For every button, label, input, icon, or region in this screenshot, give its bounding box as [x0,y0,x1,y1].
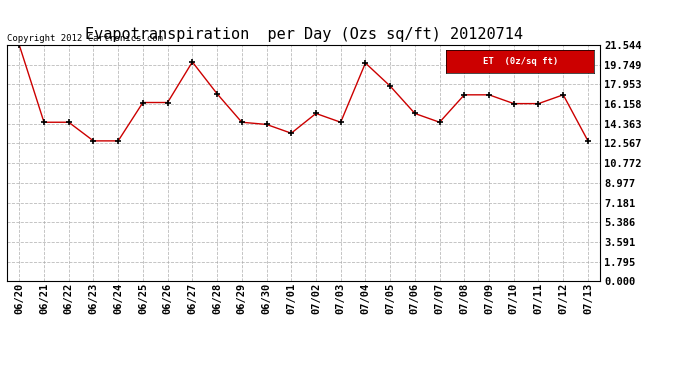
Title: Evapotranspiration  per Day (Ozs sq/ft) 20120714: Evapotranspiration per Day (Ozs sq/ft) 2… [85,27,522,42]
Text: Copyright 2012 Cartronics.com: Copyright 2012 Cartronics.com [7,34,163,43]
